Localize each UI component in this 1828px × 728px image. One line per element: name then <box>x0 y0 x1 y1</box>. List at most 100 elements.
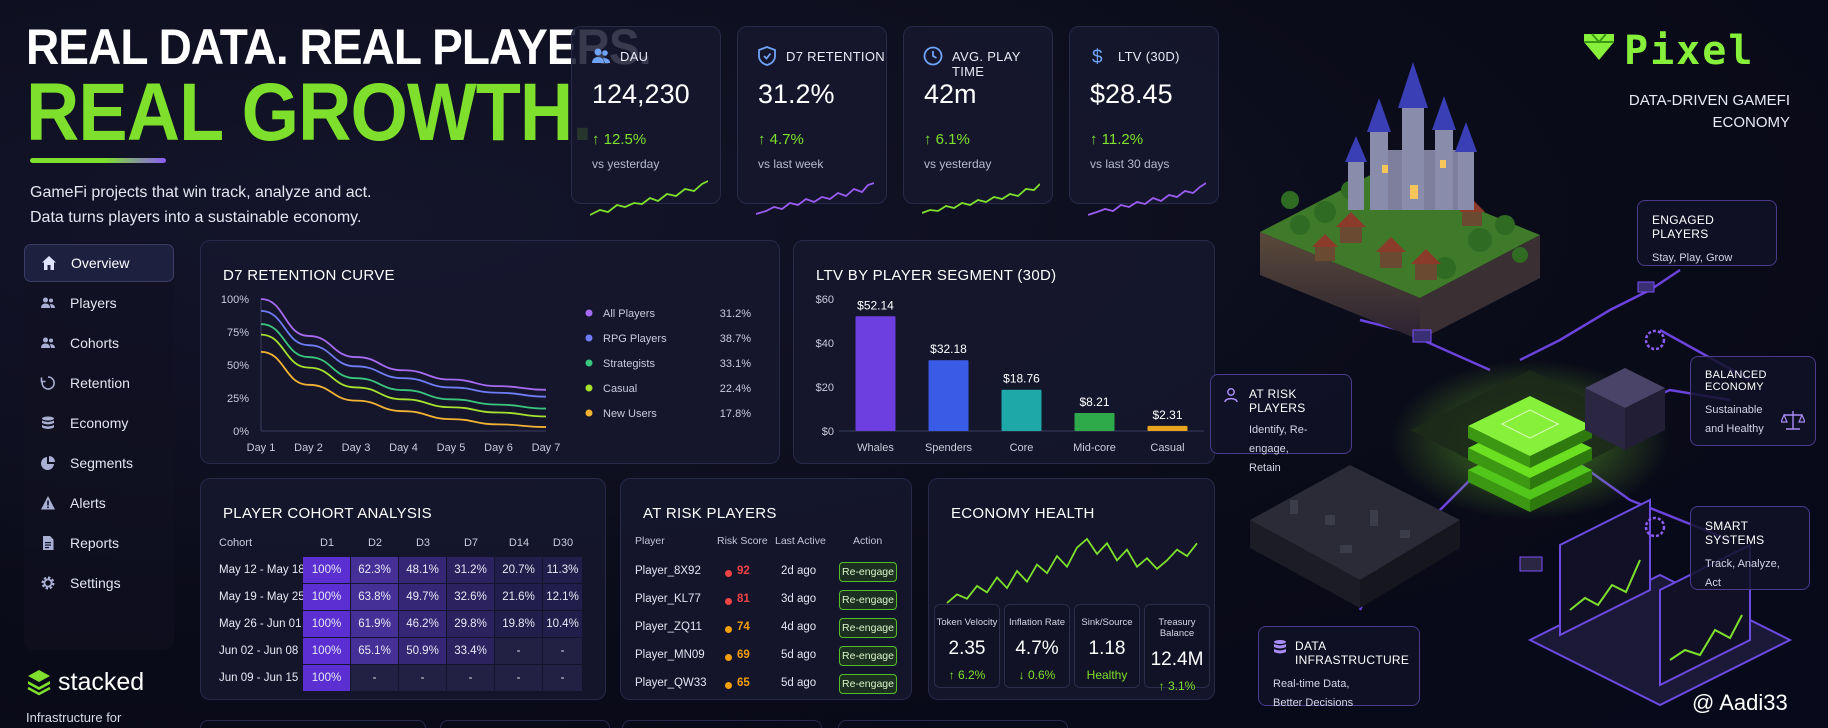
sidebar-item-cohorts[interactable]: Cohorts <box>24 324 174 362</box>
cohort-cell: 61.9% <box>351 611 398 637</box>
x-tick-label: Day 2 <box>294 442 323 454</box>
cohort-cell: 100% <box>303 638 350 664</box>
kpi-comparison: vs yesterday <box>592 157 660 171</box>
risk-score: 81 <box>737 593 750 605</box>
cohort-header-cell: Cohort <box>219 537 253 549</box>
table-header-cell: Last Active <box>775 535 826 547</box>
pixel-logo-gem-icon <box>1584 33 1614 60</box>
kpi-card-ltv[interactable]: $ LTV (30D) $28.45 ↑ 11.2% vs last 30 da… <box>1069 26 1219 216</box>
hero-subtitle-line: GameFi projects that win track, analyze … <box>30 184 372 201</box>
kpi-card-playtime[interactable]: AVG. PLAY TIME 42m ↑ 6.1% vs yesterday <box>903 26 1053 214</box>
legend-marker <box>585 334 593 342</box>
risk-score: 65 <box>737 677 750 689</box>
sidebar-item-label: Retention <box>70 375 130 391</box>
table-row: Player_MN09 69 5d ago Re-engage <box>621 645 913 669</box>
metric-delta: ↓ 0.6% <box>1018 668 1056 682</box>
pixel-logo-text: Pixel <box>1624 28 1755 74</box>
cohort-cell: 100% <box>303 665 350 691</box>
cohort-cell: - <box>351 665 398 691</box>
sidebar-item-reports[interactable]: Reports <box>24 524 174 562</box>
callout-subtitle: Stay, Play, Grow <box>1652 252 1733 264</box>
kpi-label: AVG. PLAY TIME <box>952 49 1021 79</box>
table-header-cell: Player <box>635 535 665 547</box>
kpi-value: 124,230 <box>592 79 690 109</box>
dollar-icon: $ <box>1092 47 1103 67</box>
kpi-card-dau[interactable]: DAU 124,230 ↑ 12.5% vs yesterday <box>571 26 721 216</box>
cohort-row-label: May 26 - Jun 01 <box>219 618 302 630</box>
sidebar-item-economy[interactable]: Economy <box>24 404 174 442</box>
series-line <box>260 298 547 391</box>
table-row: Player_ZQ11 74 4d ago Re-engage <box>621 617 913 641</box>
re-engage-button[interactable]: Re-engage <box>839 674 897 694</box>
hero-subtitle-line: Data turns players into a sustainable ec… <box>30 209 362 226</box>
sidebar-item-alerts[interactable]: Alerts <box>24 484 174 522</box>
economy-title: ECONOMY HEALTH <box>951 505 1095 522</box>
cohort-cell: 19.8% <box>495 611 542 637</box>
risk-indicator-dot <box>725 626 732 633</box>
kpi-label: LTV (30D) <box>1118 49 1180 64</box>
isometric-world-illustration <box>1250 62 1793 707</box>
sidebar-item-label: Cohorts <box>70 335 120 351</box>
cohort-cell: 46.2% <box>399 611 446 637</box>
x-tick-label: Mid-core <box>1073 442 1116 454</box>
home-icon <box>42 256 56 270</box>
callout-subtitle: Track, Analyze, Act <box>1705 555 1795 593</box>
economy-chart <box>946 537 1198 604</box>
economy-metric-tile: Inflation Rate 4.7% ↓ 0.6% <box>1004 604 1070 688</box>
series-line <box>260 333 547 418</box>
player-name: Player_QW33 <box>635 677 707 689</box>
database-icon <box>1274 640 1286 654</box>
economy-metric-tile: Treasury Balance 12.4M ↑ 3.1% <box>1144 604 1210 693</box>
legend-value: 22.4% <box>720 383 751 395</box>
logo-tagline-line: ECONOMY <box>1712 114 1790 131</box>
sidebar-item-label: Overview <box>71 255 130 271</box>
bottom-card-edge <box>440 720 610 728</box>
cohort-cell: 50.9% <box>399 638 446 664</box>
economy-health-line <box>946 537 1198 604</box>
metric-delta: ↑ 6.2% <box>948 668 986 682</box>
bar-value-label: $32.18 <box>930 342 967 356</box>
cohort-header-cell: D2 <box>367 537 383 549</box>
kpi-sparkline <box>1088 182 1206 216</box>
legend-value: 31.2% <box>720 308 751 320</box>
retention-chart-card: D7 RETENTION CURVE 100% 75% 50% 25% 0% Day 1 D… <box>200 240 780 464</box>
legend-label: Casual <box>603 383 637 395</box>
y-tick-label: $0 <box>822 426 834 438</box>
brand-tagline: Infrastructure for <box>26 710 122 725</box>
economy-metric-tile: Token Velocity 2.35 ↑ 6.2% <box>934 604 1000 688</box>
legend-label: All Players <box>603 308 655 320</box>
at-risk-card: AT RISK PLAYERS Player Risk Score Last Act… <box>620 478 912 700</box>
users-icon <box>41 297 55 308</box>
risk-score: 74 <box>737 621 750 633</box>
kpi-value: 31.2% <box>758 79 835 109</box>
cohort-title: PLAYER COHORT ANALYSIS <box>223 505 432 522</box>
sidebar-item-retention[interactable]: Retention <box>24 364 174 402</box>
hero-subtitle: GameFi projects that win track, analyze … <box>30 180 450 230</box>
sidebar-item-players[interactable]: Players <box>24 284 174 322</box>
kpi-comparison: vs last 30 days <box>1090 157 1170 171</box>
sidebar-item-label: Economy <box>70 415 129 431</box>
bar <box>1074 412 1115 431</box>
callout-title: AT RISK PLAYERS <box>1249 387 1306 415</box>
cohort-cell: - <box>495 638 542 664</box>
sidebar-item-segments[interactable]: Segments <box>24 444 174 482</box>
sidebar-item-settings[interactable]: Settings <box>24 564 174 602</box>
re-engage-button[interactable]: Re-engage <box>839 618 897 638</box>
retention-icon <box>40 376 55 390</box>
player-name: Player_KL77 <box>635 593 701 605</box>
retention-chart-title: D7 RETENTION CURVE <box>223 267 395 284</box>
kpi-label: DAU <box>620 49 649 64</box>
x-tick-label: Core <box>1010 442 1034 454</box>
x-tick-label: Day 6 <box>484 442 513 454</box>
cohort-cell: - <box>399 665 446 691</box>
risk-indicator-dot <box>725 654 732 661</box>
bottom-card-edge <box>838 720 1068 728</box>
re-engage-button[interactable]: Re-engage <box>839 646 897 666</box>
sidebar-item-overview[interactable]: Overview <box>24 244 174 282</box>
metric-value: 1.18 <box>1088 638 1126 659</box>
re-engage-button[interactable]: Re-engage <box>839 562 897 582</box>
re-engage-button[interactable]: Re-engage <box>839 590 897 610</box>
kpi-label: D7 RETENTION <box>786 49 885 64</box>
kpi-card-retention[interactable]: D7 RETENTION 31.2% ↑ 4.7% vs last week <box>737 26 887 215</box>
risk-indicator-dot <box>725 598 732 605</box>
